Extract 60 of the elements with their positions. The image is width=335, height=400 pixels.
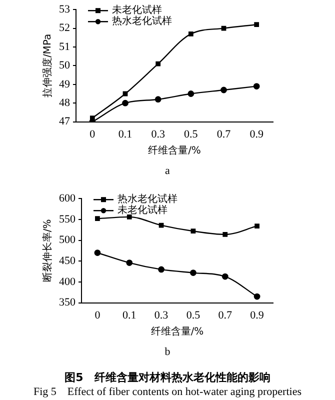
caption: Fig 5 Effect of fiber contents on hot-water aging properties [32, 385, 302, 400]
x-tick-label: 0.1 [118, 128, 132, 140]
point [222, 232, 228, 237]
y-tick-label: 550 [59, 213, 76, 226]
legend-label: 未老化试样 [112, 4, 162, 16]
y-tick-label: 47 [59, 116, 70, 128]
y-tick-label: 49 [59, 78, 70, 90]
point [253, 83, 260, 90]
x-tick-label: 0.3 [154, 309, 169, 322]
y-tick-label: 450 [59, 255, 76, 268]
point [158, 222, 164, 228]
y-tick-label: 51 [59, 40, 70, 53]
point [190, 228, 196, 234]
x-axis-title: 纤维含量/% [150, 326, 204, 338]
y-tick-label: 500 [59, 234, 76, 246]
x-tick-label: 0.9 [250, 309, 264, 322]
point [190, 270, 196, 276]
point [94, 250, 101, 256]
x-tick-label: 0.5 [184, 128, 198, 140]
y-tick-label: 53 [59, 3, 70, 16]
point [254, 224, 260, 229]
caption: 图5 纤维含量对材料热水老化性能的影响 [64, 370, 272, 385]
point [222, 273, 228, 280]
legend-label: 热水老化试样 [118, 193, 178, 206]
y-tick-label: 48 [59, 96, 70, 109]
point [221, 26, 226, 31]
point [90, 116, 95, 120]
point [122, 100, 128, 106]
y-tick-label: 350 [59, 296, 76, 309]
point [122, 91, 128, 96]
x-axis-title: 纤维含量/% [148, 144, 201, 157]
point [220, 86, 227, 94]
point [95, 216, 100, 222]
y-tick-label: 50 [59, 60, 70, 72]
x-tick-label: 0 [90, 128, 96, 140]
x-tick-label: 0.7 [216, 128, 232, 140]
point [156, 61, 161, 66]
y-tick-label: 52 [59, 22, 70, 34]
x-tick-label: 0.9 [250, 128, 264, 140]
point [158, 266, 164, 273]
point [154, 96, 162, 103]
y-axis-title: 拉伸强度/MPa [42, 34, 54, 98]
point [188, 31, 194, 36]
point [126, 214, 132, 220]
legend-label: 热水老化试样 [112, 15, 172, 28]
y-tick-label: 400 [59, 276, 76, 288]
x-tick-label: 0.1 [122, 309, 136, 322]
text: b [164, 345, 172, 360]
point [188, 90, 194, 97]
x-tick-label: 0.5 [186, 309, 201, 322]
x-tick-label: 0.7 [218, 309, 232, 322]
point [126, 260, 133, 266]
point [254, 293, 260, 300]
text: a [164, 164, 171, 179]
legend-label: 未老化试样 [118, 204, 168, 216]
y-tick-label: 600 [59, 192, 76, 204]
y-axis-title: 断裂伸长率/% [42, 219, 54, 282]
x-tick-label: 0 [94, 309, 101, 322]
point [254, 22, 260, 27]
x-tick-label: 0.3 [151, 128, 166, 140]
